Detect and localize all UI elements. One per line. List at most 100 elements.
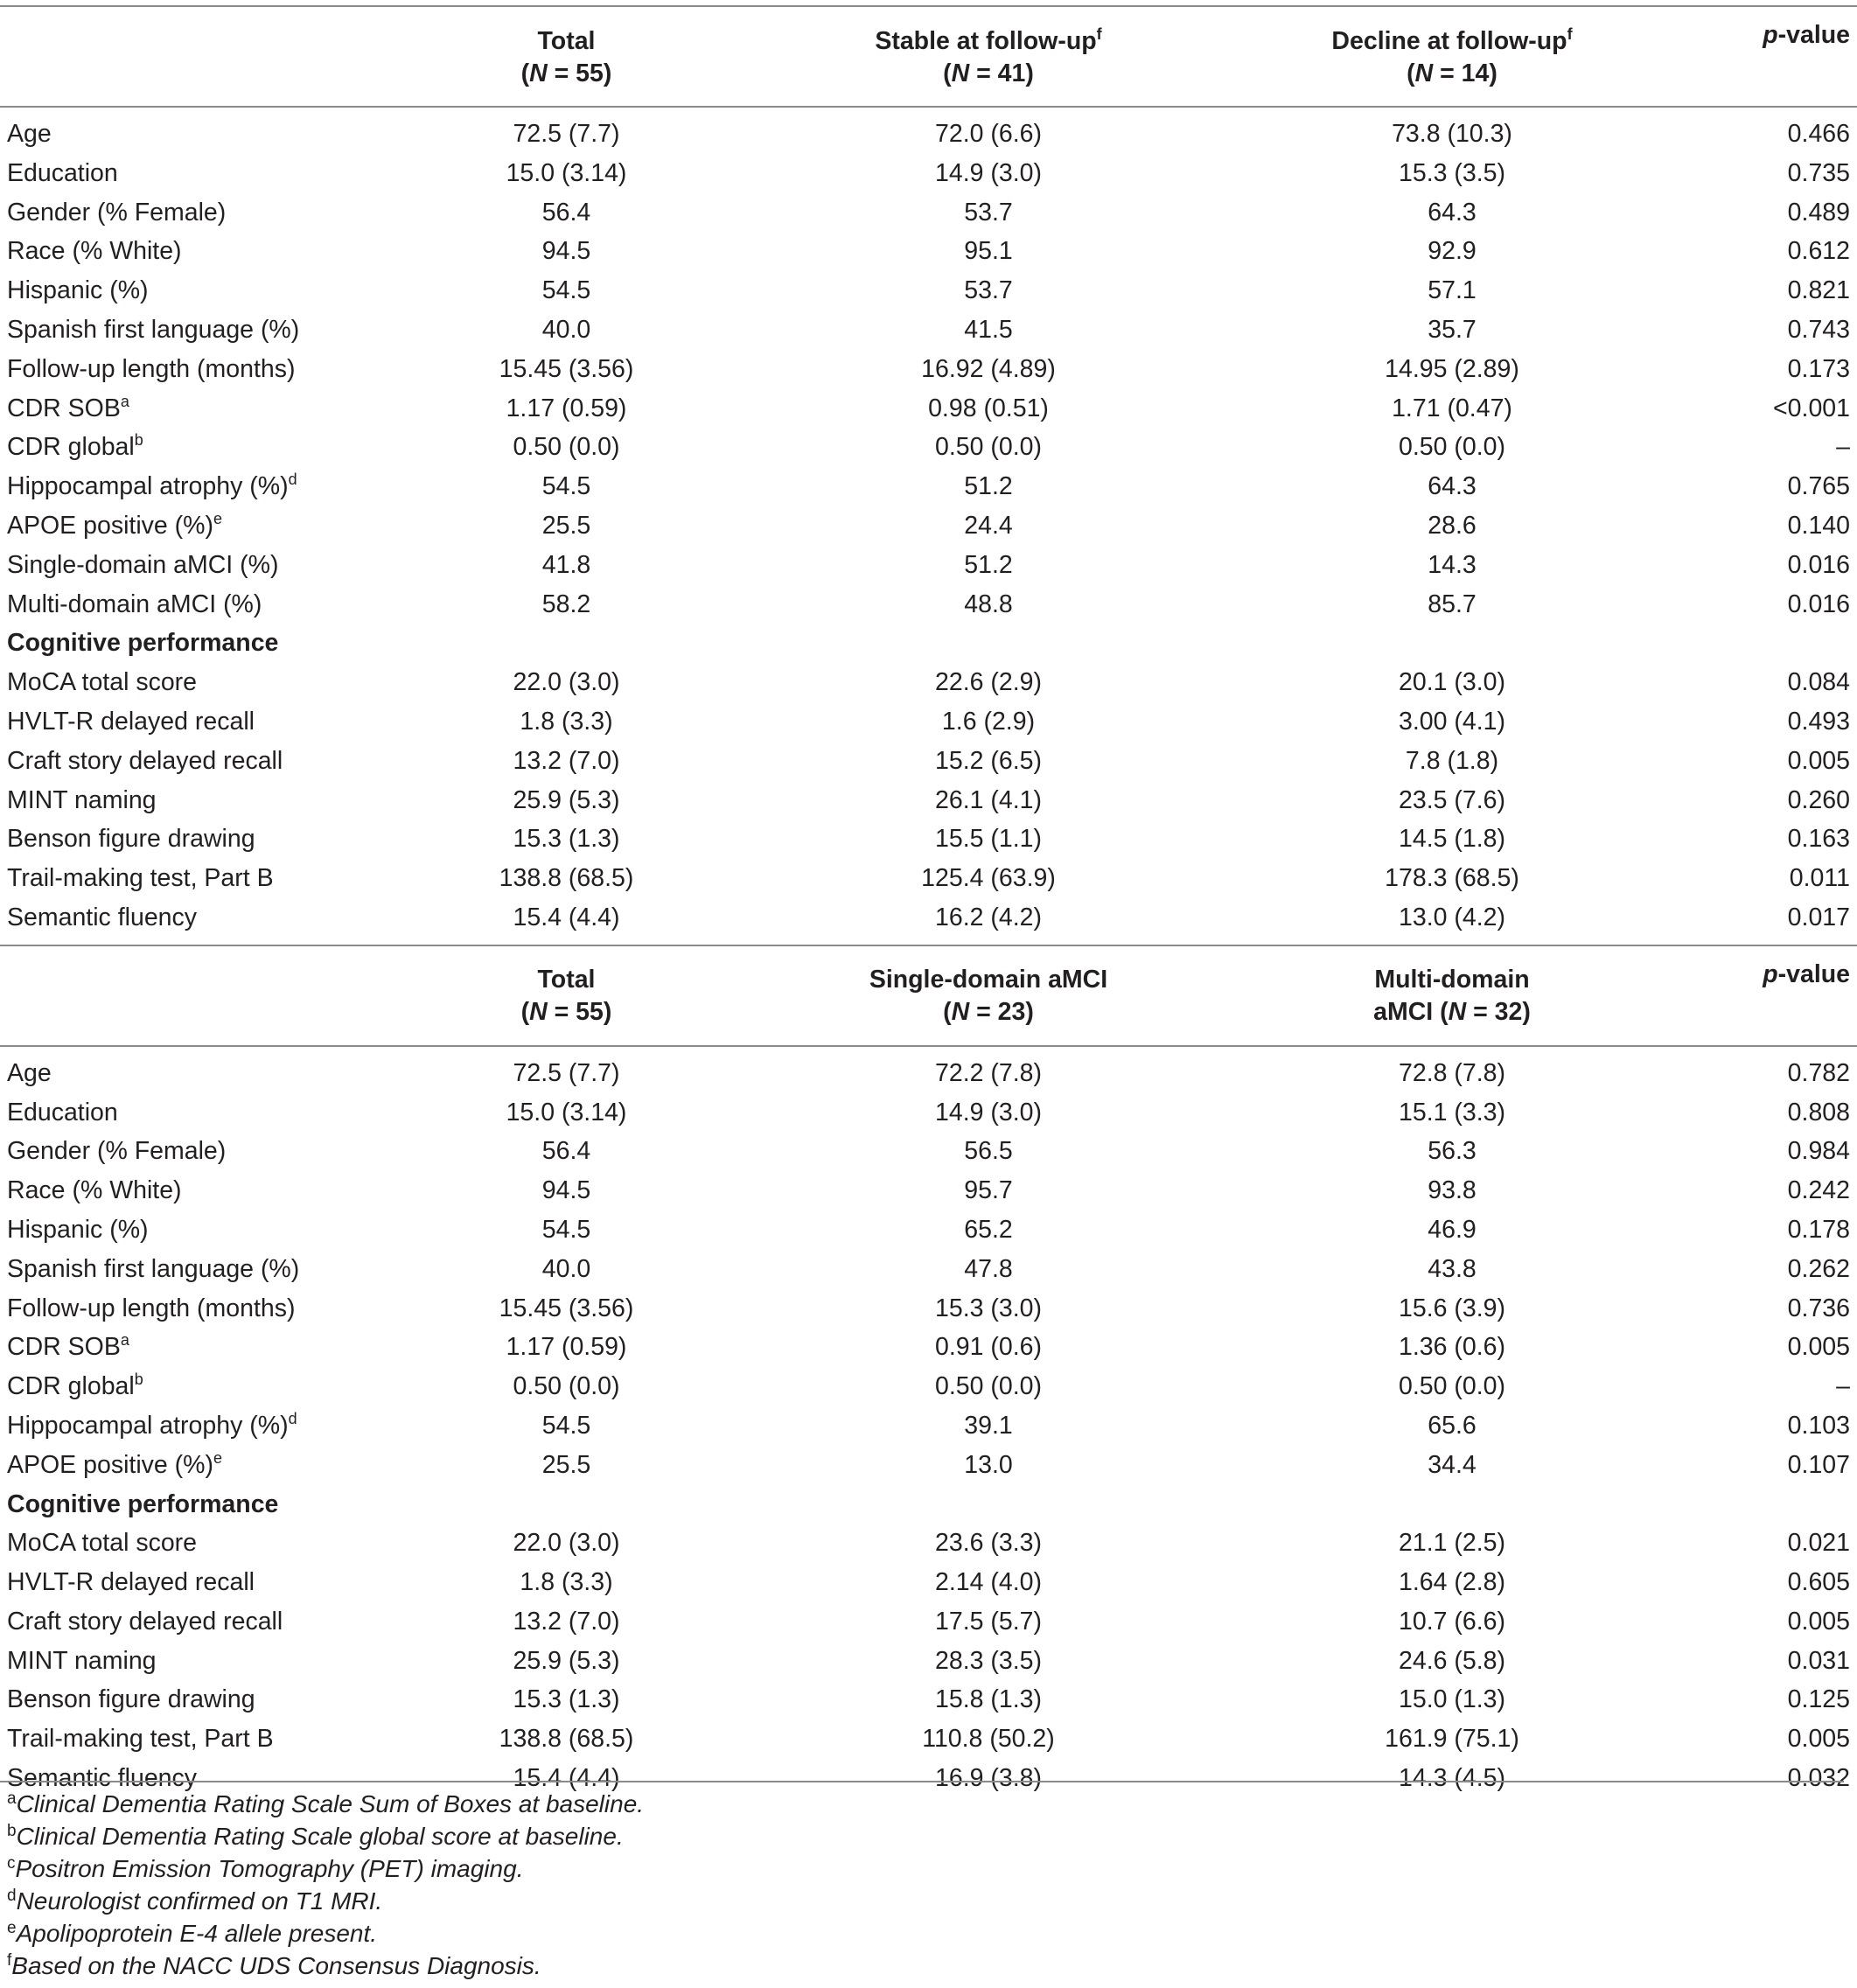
cell-value: 14.9 (3.0) bbox=[935, 158, 1042, 187]
footnote-text: Positron Emission Tomography (PET) imagi… bbox=[15, 1855, 524, 1882]
cell-c2: 0.50 (0.0) bbox=[647, 1367, 1330, 1406]
cell-total: 15.45 (3.56) bbox=[485, 350, 647, 389]
table-row: Race (% White) 94.5 95.1 92.9 0.612 bbox=[0, 232, 1857, 271]
row-label: Spanish first language (%) bbox=[7, 1254, 300, 1283]
cell-value: 92.9 bbox=[1428, 237, 1477, 266]
table-row: MINT naming 25.9 (5.3) 26.1 (4.1) 23.5 (7.6… bbox=[0, 781, 1857, 820]
table-row: Benson figure drawing 15.3 (1.3) 15.8 (1.3… bbox=[0, 1680, 1857, 1719]
cell-value: 58.2 bbox=[541, 589, 591, 618]
cell-pvalue: 0.125 bbox=[1574, 1680, 1857, 1719]
cell-value: 41.8 bbox=[541, 550, 591, 579]
footnote-mark: b bbox=[7, 1822, 17, 1840]
cell-value: 2.14 (4.0) bbox=[935, 1568, 1042, 1597]
row-label: CDR global bbox=[7, 433, 135, 462]
pvalue: 0.005 bbox=[1787, 1725, 1850, 1754]
cell-total: 1.17 (0.59) bbox=[485, 389, 647, 429]
cell-pvalue: 0.005 bbox=[1574, 1602, 1857, 1642]
cell-c2: 15.2 (6.5) bbox=[647, 742, 1330, 781]
cell-c2: 2.14 (4.0) bbox=[647, 1563, 1330, 1602]
cell-c2: 41.5 bbox=[647, 310, 1330, 350]
header-n: N bbox=[951, 998, 970, 1027]
row-label-sup: b bbox=[134, 431, 143, 450]
footnote-text: Clinical Dementia Rating Scale global sc… bbox=[16, 1823, 624, 1850]
header-line2-pre: ( bbox=[943, 998, 952, 1027]
cell-value: 57.1 bbox=[1428, 276, 1477, 305]
table-row: Gender (% Female) 56.4 53.7 64.3 0.489 bbox=[0, 193, 1857, 233]
cell-pvalue: 0.173 bbox=[1574, 350, 1857, 389]
table-row: Craft story delayed recall 13.2 (7.0) 15.2… bbox=[0, 742, 1857, 781]
row-label: APOE positive (%) bbox=[7, 511, 213, 540]
footnote: eApolipoprotein E-4 allele present. bbox=[7, 1917, 1844, 1950]
row-label: CDR SOB bbox=[7, 1333, 121, 1362]
pvalue: 0.743 bbox=[1787, 315, 1850, 344]
cell-value: 10.7 (6.6) bbox=[1399, 1607, 1505, 1636]
cell-total: 58.2 bbox=[485, 585, 647, 624]
row-label-cell: Hispanic (%) bbox=[0, 271, 485, 310]
cell-value: 13.0 bbox=[964, 1450, 1013, 1479]
cell-c3: 14.95 (2.89) bbox=[1330, 350, 1574, 389]
row-label: MINT naming bbox=[7, 785, 157, 814]
row-label-cell: Craft story delayed recall bbox=[0, 742, 485, 781]
footnote-text: Clinical Dementia Rating Scale Sum of Bo… bbox=[16, 1790, 645, 1817]
header-line1: Total bbox=[537, 26, 596, 55]
cell-value: 72.5 (7.7) bbox=[513, 120, 620, 148]
cell-total: 15.45 (3.56) bbox=[485, 1289, 647, 1329]
cell-value: 14.95 (2.89) bbox=[1385, 354, 1519, 383]
cell-value: 0.91 (0.6) bbox=[935, 1333, 1042, 1362]
cell-c2: 16.92 (4.89) bbox=[647, 350, 1330, 389]
cell-total: 25.5 bbox=[485, 1446, 647, 1485]
row-label-sup: d bbox=[288, 1409, 297, 1427]
cell-value: 64.3 bbox=[1428, 198, 1477, 227]
cell-c2: 15.3 (3.0) bbox=[647, 1289, 1330, 1329]
header-n: N bbox=[1414, 59, 1434, 87]
cell-c3: 24.6 (5.8) bbox=[1330, 1642, 1574, 1681]
cell-c3: 85.7 bbox=[1330, 585, 1574, 624]
table-row: Education 15.0 (3.14) 14.9 (3.0) 15.1 (3.3)… bbox=[0, 1093, 1857, 1133]
pvalue: 0.032 bbox=[1787, 1764, 1850, 1793]
cell-total: 54.5 bbox=[485, 1210, 647, 1250]
cell-total: 40.0 bbox=[485, 1250, 647, 1289]
footnote-text: Based on the NACC UDS Consensus Diagnosi… bbox=[11, 1952, 541, 1979]
table-row: Race (% White) 94.5 95.7 93.8 0.242 bbox=[0, 1171, 1857, 1210]
cell-value: 138.8 (68.5) bbox=[499, 864, 634, 893]
cell-value: 0.50 (0.0) bbox=[1399, 433, 1505, 462]
cell-value: 24.4 bbox=[964, 511, 1013, 540]
footnote: cPositron Emission Tomography (PET) imag… bbox=[7, 1852, 1844, 1885]
pvalue: 0.107 bbox=[1787, 1450, 1850, 1479]
header-sup: f bbox=[1096, 24, 1102, 43]
table-row: Hispanic (%) 54.5 65.2 46.9 0.178 bbox=[0, 1210, 1857, 1250]
cell-c3: 13.0 (4.2) bbox=[1330, 898, 1574, 938]
cell-c2: 26.1 (4.1) bbox=[647, 781, 1330, 820]
cell-c3: 14.3 (4.5) bbox=[1330, 1759, 1574, 1798]
row-label: Multi-domain aMCI (%) bbox=[7, 589, 262, 618]
cell-pvalue: 0.017 bbox=[1574, 898, 1857, 938]
header-line2-post: = 23) bbox=[969, 998, 1034, 1027]
cell-value: 15.3 (1.3) bbox=[513, 825, 620, 854]
header-col-1: Total (N = 55) bbox=[485, 5, 647, 108]
header-line2-post: = 32) bbox=[1466, 998, 1531, 1027]
pvalue: 0.140 bbox=[1787, 511, 1850, 540]
row-label: Hispanic (%) bbox=[7, 1215, 149, 1244]
cell-c3: 1.36 (0.6) bbox=[1330, 1328, 1574, 1367]
cell-total: 1.8 (3.3) bbox=[485, 1563, 647, 1602]
footnote-mark: a bbox=[7, 1789, 17, 1808]
row-label: Education bbox=[7, 1098, 118, 1127]
pvalue: 0.260 bbox=[1787, 785, 1850, 814]
header-line2-pre: ( bbox=[1407, 59, 1415, 87]
section-label: Cognitive performance bbox=[7, 1489, 279, 1518]
cell-total: 15.3 (1.3) bbox=[485, 820, 647, 859]
cell-pvalue: 0.103 bbox=[1574, 1406, 1857, 1446]
cell-value: 1.8 (3.3) bbox=[520, 707, 613, 736]
cell-pvalue: – bbox=[1574, 1367, 1857, 1406]
cell-c2: 53.7 bbox=[647, 271, 1330, 310]
row-label-cell: Gender (% Female) bbox=[0, 1132, 485, 1171]
cell-value: 56.5 bbox=[964, 1137, 1013, 1166]
cell-c3: 64.3 bbox=[1330, 193, 1574, 233]
cell-c2: 110.8 (50.2) bbox=[647, 1719, 1330, 1759]
row-label-cell: Race (% White) bbox=[0, 232, 485, 271]
cell-c2: 53.7 bbox=[647, 193, 1330, 233]
cell-value: 72.8 (7.8) bbox=[1399, 1058, 1505, 1087]
cell-value: 15.0 (3.14) bbox=[506, 1098, 627, 1127]
row-label: MINT naming bbox=[7, 1646, 157, 1675]
cell-total: 15.0 (3.14) bbox=[485, 154, 647, 193]
